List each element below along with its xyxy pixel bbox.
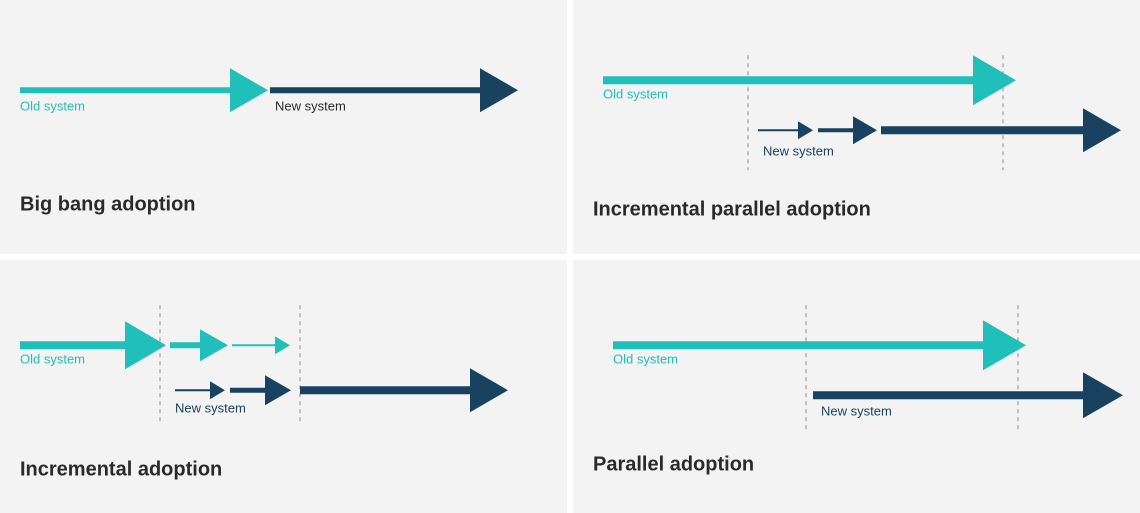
new-system-arrow-big-head	[1083, 108, 1121, 152]
old-system-arrow-head	[973, 55, 1016, 105]
panel-title: Incremental adoption	[20, 458, 222, 480]
old-system-arrow-small-head	[275, 336, 290, 354]
new-system-arrow-big-head	[470, 368, 508, 412]
adoption-models-grid: Old system New system Big bang adoption …	[0, 0, 1140, 513]
panel-incremental-parallel: Old system New system Incremental parall…	[573, 0, 1140, 254]
new-system-arrow-head	[1083, 372, 1123, 418]
new-system-arrow-head	[480, 68, 518, 112]
panel-incremental: Old system New system Incremental adopti…	[0, 260, 567, 513]
new-system-label: New system	[175, 400, 246, 415]
old-system-arrow-head	[983, 320, 1026, 370]
new-system-label: New system	[821, 403, 892, 418]
old-system-label: Old system	[603, 86, 668, 101]
new-system-arrow-med-head	[265, 375, 291, 405]
panel-title: Incremental parallel adoption	[593, 198, 871, 220]
incremental-diagram: Old system New system Incremental adopti…	[0, 260, 567, 513]
new-system-label: New system	[275, 98, 346, 113]
old-system-arrow-med-head	[200, 329, 228, 361]
old-system-arrow-head	[230, 68, 268, 112]
incremental-parallel-diagram: Old system New system Incremental parall…	[573, 0, 1140, 254]
parallel-diagram: Old system New system Parallel adoption	[573, 260, 1140, 513]
old-system-label: Old system	[20, 351, 85, 366]
new-system-arrow-med-head	[853, 116, 877, 144]
new-system-arrow-small-head	[798, 121, 813, 139]
new-system-label: New system	[763, 143, 834, 158]
panel-title: Big bang adoption	[20, 193, 196, 215]
new-system-arrow-small-head	[210, 381, 225, 399]
old-system-label: Old system	[20, 98, 85, 113]
big-bang-diagram: Old system New system Big bang adoption	[0, 0, 567, 254]
panel-title: Parallel adoption	[593, 453, 754, 475]
panel-parallel: Old system New system Parallel adoption	[573, 260, 1140, 513]
old-system-label: Old system	[613, 351, 678, 366]
panel-big-bang: Old system New system Big bang adoption	[0, 0, 567, 254]
